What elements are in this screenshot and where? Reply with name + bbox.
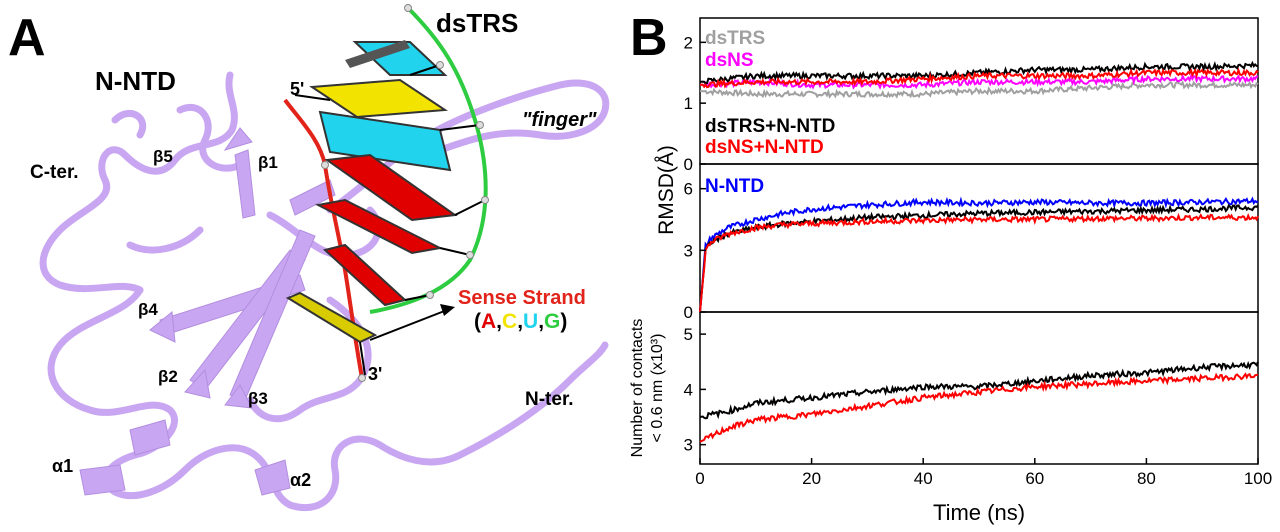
xtick-label-1: 20 xyxy=(802,469,821,488)
ytick-label-top-1: 1 xyxy=(684,94,693,113)
xtick-label-2: 40 xyxy=(914,469,933,488)
base-open: ( xyxy=(474,310,481,333)
xtick-label-3: 60 xyxy=(1025,469,1044,488)
beta5-label: β5 xyxy=(153,147,173,166)
legend-dsns: dsNS xyxy=(705,50,754,71)
ytick-label-top-2: 2 xyxy=(684,33,693,52)
xtick-label-0: 0 xyxy=(695,469,704,488)
bottom-plot-frame xyxy=(699,311,1259,465)
beta2-label: β2 xyxy=(158,367,178,386)
beta3-label: β3 xyxy=(248,389,268,408)
middle-plot-frame xyxy=(699,163,1259,313)
series-line-top-3 xyxy=(699,67,1259,89)
ytick-label-bottom-1: 4 xyxy=(684,380,693,399)
base-close: ) xyxy=(560,310,567,333)
alpha2-label: α2 xyxy=(290,470,311,490)
legend-dsns-n-ntd: dsNS+N-NTD xyxy=(705,137,824,158)
panel-a: A xyxy=(8,4,610,512)
three-prime-label: 3' xyxy=(368,364,382,384)
series-line-bottom-1 xyxy=(699,372,1259,443)
xtick-label-5: 100 xyxy=(1244,469,1272,488)
base-comma-2: , xyxy=(517,310,523,333)
n-ter-label: N-ter. xyxy=(525,389,574,410)
sense-strand-label: Sense Strand xyxy=(458,287,586,309)
ytick-label-middle-0: 0 xyxy=(684,303,693,322)
alpha1-label: α1 xyxy=(52,456,73,476)
base-comma-1: , xyxy=(496,310,502,333)
dna-model xyxy=(283,4,489,382)
ytick-label-bottom-2: 5 xyxy=(684,325,693,344)
beta4-label: β4 xyxy=(138,300,158,319)
series-line-top-1 xyxy=(699,73,1259,90)
five-prime-label: 5' xyxy=(290,79,304,99)
ytick-label-middle-2: 6 xyxy=(684,180,693,199)
series-line-top-2 xyxy=(699,60,1259,85)
series-line-middle-0 xyxy=(699,196,1259,313)
xtick-label-4: 80 xyxy=(1137,469,1156,488)
contacts-axis-label-line1: Number of contacts xyxy=(629,319,646,458)
series-line-middle-2 xyxy=(699,212,1259,313)
base-comma-3: , xyxy=(538,310,544,333)
dstrs-label: dsTRS xyxy=(436,8,518,38)
finger-label: "finger" xyxy=(522,109,597,131)
c-ter-label: C-ter. xyxy=(30,162,79,183)
legend-dstrs: dsTRS xyxy=(705,28,765,49)
base-g: G xyxy=(544,310,560,333)
ytick-label-top-0: 0 xyxy=(684,155,693,174)
base-c: C xyxy=(502,310,517,333)
series-layer xyxy=(699,60,1259,443)
legend-dstrs-n-ntd: dsTRS+N-NTD xyxy=(705,116,835,137)
base-a: A xyxy=(481,310,496,333)
n-ntd-label: N-NTD xyxy=(95,66,176,96)
series-line-bottom-0 xyxy=(699,361,1259,420)
ytick-label-middle-1: 3 xyxy=(684,241,693,260)
ytick-label-bottom-0: 3 xyxy=(684,436,693,455)
panel-b-label: B xyxy=(630,9,668,67)
time-axis-label: Time (ns) xyxy=(933,500,1025,525)
rmsd-axis-label: RMSD(Å) xyxy=(655,145,678,235)
panel-a-label: A xyxy=(8,9,46,67)
series-line-top-0 xyxy=(699,80,1259,99)
base-u: U xyxy=(523,310,538,333)
beta1-label: β1 xyxy=(258,153,278,172)
beta-sheet xyxy=(79,127,336,496)
series-line-middle-1 xyxy=(699,203,1259,313)
legend-n-ntd: N-NTD xyxy=(705,176,764,197)
base-legend: (A,C,U,G) xyxy=(474,310,567,333)
contacts-axis-label-line2: < 0.6 nm (x10³) xyxy=(649,334,666,443)
